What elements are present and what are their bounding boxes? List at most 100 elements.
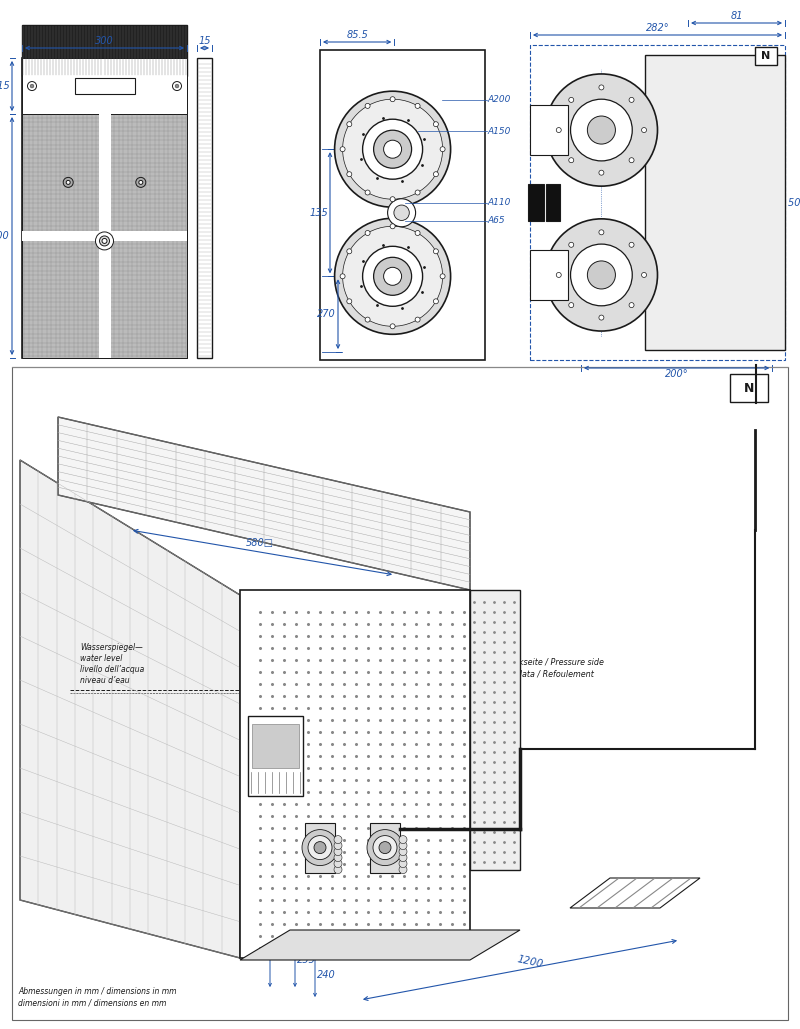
Circle shape bbox=[399, 865, 407, 874]
Text: A110: A110 bbox=[487, 199, 510, 207]
Circle shape bbox=[340, 274, 345, 279]
Circle shape bbox=[390, 223, 395, 228]
Text: 240: 240 bbox=[317, 970, 336, 980]
Circle shape bbox=[629, 242, 634, 247]
Circle shape bbox=[334, 218, 450, 334]
Text: Saugseite / Suction
Aspirazione / Aspiration: Saugseite / Suction Aspirazione / Aspira… bbox=[400, 810, 494, 830]
Polygon shape bbox=[58, 417, 470, 590]
Circle shape bbox=[434, 121, 438, 127]
Bar bbox=[98, 114, 110, 358]
Circle shape bbox=[374, 131, 412, 168]
Circle shape bbox=[334, 859, 342, 867]
Text: Wasserspiegel—
water level
livello dell’acqua
niveau d’eau: Wasserspiegel— water level livello dell’… bbox=[80, 643, 144, 685]
Bar bbox=[248, 715, 303, 795]
Circle shape bbox=[362, 246, 422, 307]
Circle shape bbox=[399, 859, 407, 867]
Circle shape bbox=[642, 273, 646, 278]
Text: 500□: 500□ bbox=[346, 606, 374, 616]
Circle shape bbox=[334, 848, 342, 855]
Text: 255: 255 bbox=[297, 955, 316, 965]
Circle shape bbox=[569, 303, 574, 308]
Text: A65: A65 bbox=[487, 216, 505, 225]
Text: 580□: 580□ bbox=[246, 538, 274, 548]
Circle shape bbox=[334, 865, 342, 874]
Text: 500  530: 500 530 bbox=[788, 198, 800, 208]
Circle shape bbox=[440, 147, 445, 151]
Text: N: N bbox=[762, 51, 770, 61]
Circle shape bbox=[388, 199, 416, 226]
Bar bbox=[240, 590, 470, 958]
Circle shape bbox=[629, 303, 634, 308]
Circle shape bbox=[599, 85, 604, 90]
Circle shape bbox=[384, 268, 402, 285]
Circle shape bbox=[546, 74, 658, 186]
Text: 115: 115 bbox=[0, 81, 10, 91]
Text: 200°: 200° bbox=[665, 369, 689, 379]
Text: A200: A200 bbox=[487, 96, 510, 104]
Circle shape bbox=[346, 249, 352, 254]
Circle shape bbox=[415, 190, 420, 196]
Text: 340: 340 bbox=[250, 945, 268, 955]
Circle shape bbox=[346, 172, 352, 177]
Circle shape bbox=[308, 836, 332, 859]
Circle shape bbox=[102, 239, 107, 244]
Bar bbox=[530, 45, 785, 360]
Circle shape bbox=[390, 324, 395, 329]
Text: 135: 135 bbox=[310, 208, 328, 218]
Polygon shape bbox=[570, 878, 700, 908]
Circle shape bbox=[587, 261, 615, 289]
Circle shape bbox=[434, 249, 438, 254]
Bar bbox=[22, 58, 187, 358]
Circle shape bbox=[334, 92, 450, 207]
Circle shape bbox=[99, 236, 110, 246]
Circle shape bbox=[334, 836, 342, 844]
Circle shape bbox=[587, 116, 615, 144]
Bar bbox=[530, 250, 568, 300]
Circle shape bbox=[367, 829, 403, 865]
Bar bbox=[22, 232, 187, 241]
Text: Druckseite / Pressure side
Mandata / Refoulement: Druckseite / Pressure side Mandata / Ref… bbox=[500, 658, 604, 678]
Bar bbox=[470, 590, 520, 870]
Circle shape bbox=[373, 836, 397, 859]
Text: 81: 81 bbox=[730, 11, 742, 21]
Circle shape bbox=[365, 103, 370, 108]
Polygon shape bbox=[240, 930, 520, 960]
Circle shape bbox=[390, 197, 395, 202]
Bar bbox=[305, 822, 335, 873]
Text: 270: 270 bbox=[318, 309, 336, 319]
Bar bbox=[370, 822, 400, 873]
Bar bbox=[645, 55, 785, 350]
Text: 282°: 282° bbox=[646, 23, 670, 33]
Text: 300: 300 bbox=[95, 36, 114, 46]
Circle shape bbox=[340, 147, 345, 151]
Text: 15: 15 bbox=[198, 36, 210, 46]
Circle shape bbox=[629, 157, 634, 163]
Circle shape bbox=[302, 829, 338, 865]
Circle shape bbox=[434, 298, 438, 304]
Circle shape bbox=[384, 140, 402, 158]
Bar bbox=[197, 58, 212, 358]
Circle shape bbox=[95, 232, 114, 250]
Circle shape bbox=[440, 274, 445, 279]
Circle shape bbox=[334, 842, 342, 850]
Circle shape bbox=[139, 180, 143, 184]
Text: 500: 500 bbox=[0, 232, 10, 241]
Circle shape bbox=[434, 172, 438, 177]
Circle shape bbox=[399, 842, 407, 850]
Bar bbox=[12, 367, 788, 1020]
Circle shape bbox=[314, 842, 326, 854]
Bar bbox=[528, 183, 544, 221]
Circle shape bbox=[570, 244, 632, 306]
Circle shape bbox=[374, 257, 412, 295]
Circle shape bbox=[346, 298, 352, 304]
Bar bbox=[252, 723, 299, 768]
Circle shape bbox=[642, 128, 646, 133]
Circle shape bbox=[556, 273, 562, 278]
Text: 85.5: 85.5 bbox=[346, 30, 368, 40]
Circle shape bbox=[365, 190, 370, 196]
Circle shape bbox=[569, 98, 574, 103]
Text: A150: A150 bbox=[487, 127, 510, 136]
Circle shape bbox=[399, 848, 407, 855]
Bar bbox=[22, 25, 187, 76]
Circle shape bbox=[415, 230, 420, 236]
